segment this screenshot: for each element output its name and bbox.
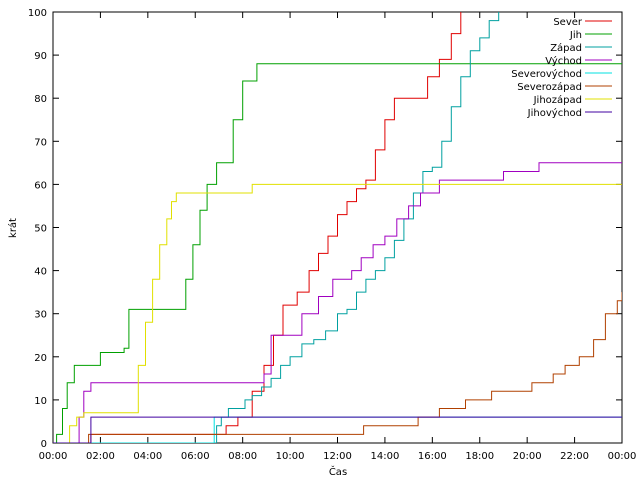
legend-label: Jihozápad bbox=[533, 94, 582, 106]
y-tick-label: 0 bbox=[41, 439, 47, 450]
x-tick-label: 22:00 bbox=[560, 451, 589, 462]
legend-label: Jihovýchod bbox=[527, 107, 582, 119]
y-tick-label: 90 bbox=[34, 51, 47, 62]
x-tick-label: 10:00 bbox=[276, 451, 305, 462]
x-tick-label: 20:00 bbox=[513, 451, 542, 462]
x-tick-label: 12:00 bbox=[323, 451, 352, 462]
y-tick-label: 20 bbox=[34, 353, 47, 364]
legend-label: Severozápad bbox=[517, 81, 582, 93]
series-line-jihoz-pad bbox=[53, 183, 622, 443]
y-tick-label: 50 bbox=[34, 224, 47, 235]
x-tick-label: 18:00 bbox=[465, 451, 494, 462]
legend-label: Východ bbox=[545, 55, 582, 67]
axes-ticks: 0 10 20 30 40 50 60 70 80 90 100 00:00 02:00 04:00 06:… bbox=[28, 8, 637, 462]
x-tick-label: 16:00 bbox=[418, 451, 447, 462]
x-axis-label: Čas bbox=[329, 465, 347, 478]
y-tick-label: 10 bbox=[34, 396, 47, 407]
legend-label: Severovýchod bbox=[511, 68, 582, 80]
legend-label: Jih bbox=[569, 30, 582, 41]
series-line-z-pad bbox=[53, 12, 500, 443]
legend-label: Západ bbox=[550, 42, 582, 54]
series-line-severoz-pad bbox=[53, 292, 622, 443]
legend-label: Sever bbox=[553, 17, 583, 28]
x-tick-label: 14:00 bbox=[371, 451, 400, 462]
y-tick-label: 60 bbox=[34, 180, 47, 191]
x-tick-label: 02:00 bbox=[86, 451, 115, 462]
x-tick-label: 08:00 bbox=[228, 451, 257, 462]
y-tick-label: 100 bbox=[28, 8, 47, 19]
y-axis-label: krát bbox=[7, 218, 19, 238]
series-lines bbox=[53, 12, 622, 443]
y-tick-label: 30 bbox=[34, 310, 47, 321]
series-line-jihov-chod bbox=[53, 416, 622, 443]
y-tick-label: 80 bbox=[34, 94, 47, 105]
x-tick-label: 04:00 bbox=[133, 451, 162, 462]
y-tick-label: 40 bbox=[34, 267, 47, 278]
x-tick-label: 00:00 bbox=[39, 451, 68, 462]
x-tick-label: 06:00 bbox=[181, 451, 210, 462]
legend: Sever JihZápadVýchodSeverovýchodSeverozáp… bbox=[511, 17, 612, 119]
x-tick-label: 00:00 bbox=[608, 451, 637, 462]
series-line-v-chod bbox=[53, 162, 622, 443]
y-tick-label: 70 bbox=[34, 137, 47, 148]
series-line-jih bbox=[53, 63, 622, 443]
